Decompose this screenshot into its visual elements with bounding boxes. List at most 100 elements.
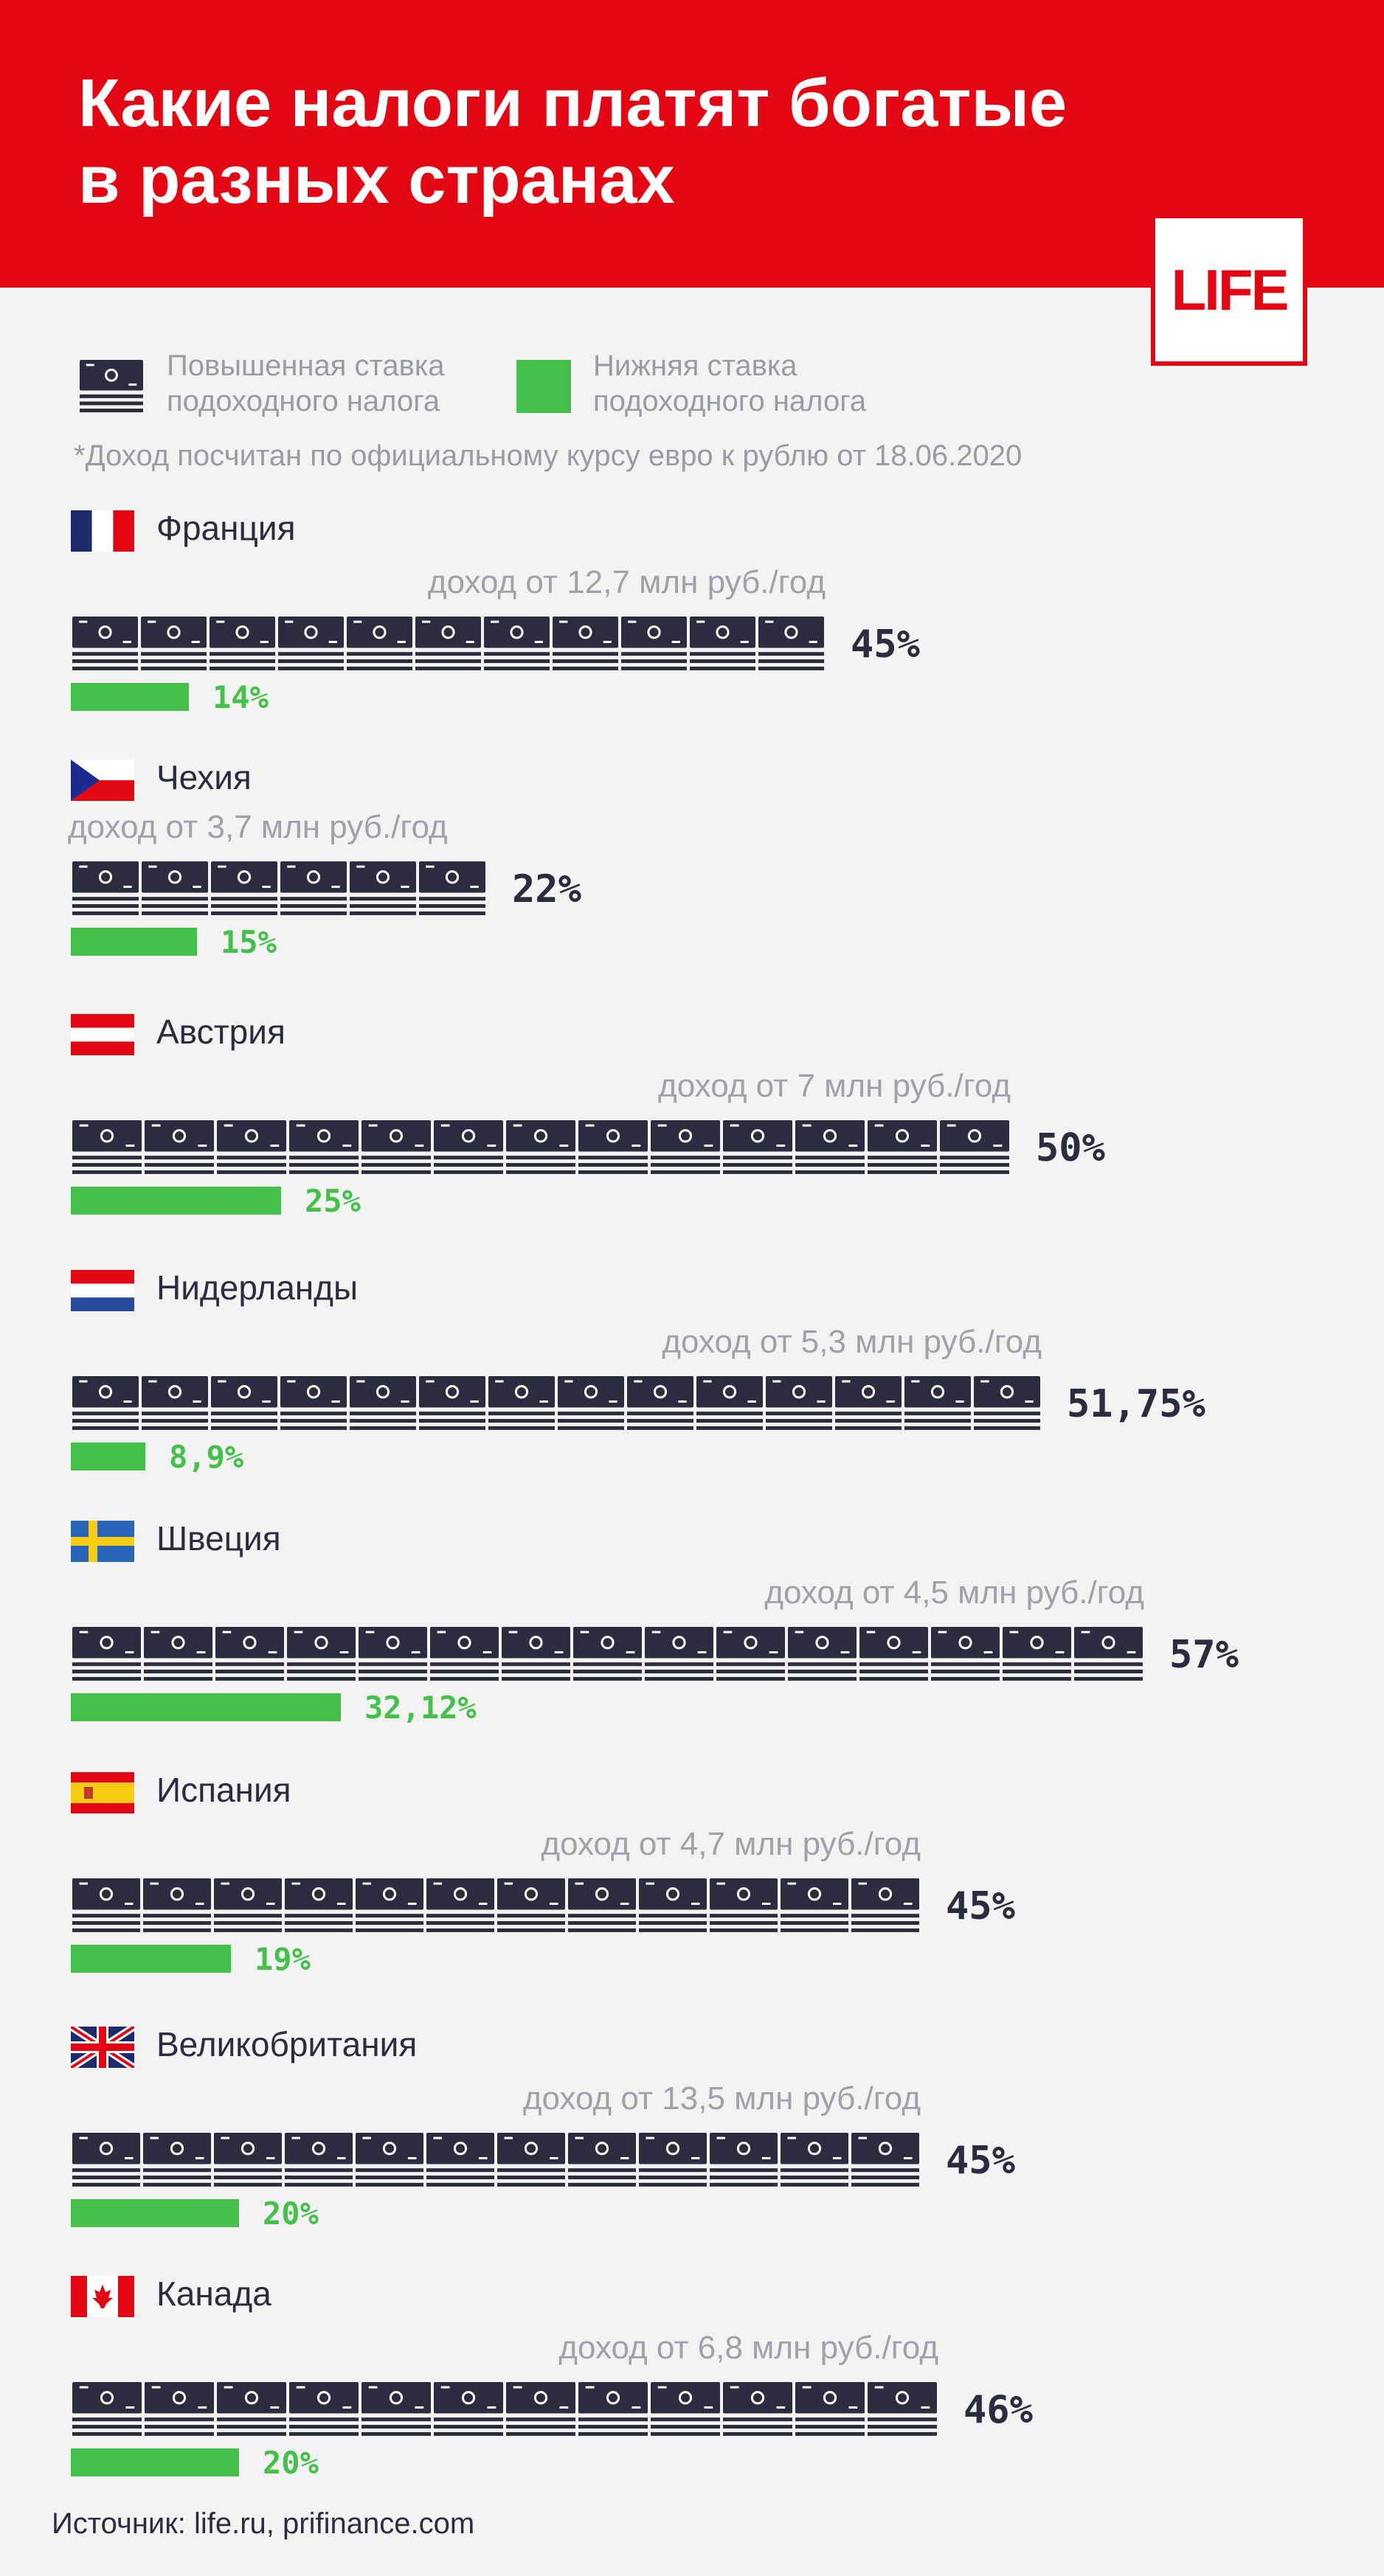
low-rate-bar (71, 1443, 145, 1471)
money-stack-icon (356, 1878, 423, 1932)
low-rate-value: 15% (221, 924, 277, 960)
country-name: Швеция (156, 1519, 281, 1558)
money-stack-icon (143, 2133, 211, 2187)
money-stack-icon (144, 1627, 212, 1681)
money-stack-icon (645, 1627, 713, 1681)
money-stack-icon (868, 1120, 937, 1174)
money-stack-icon (639, 1878, 707, 1932)
money-stack-icon (651, 1120, 720, 1174)
money-stack-icon (578, 1120, 648, 1174)
low-rate-bar (71, 928, 197, 956)
money-stack-icon (568, 2133, 636, 2187)
money-stack-icon (361, 1120, 431, 1174)
country-row: Австрия доход от 7 млн руб./год 50% 25% (71, 1013, 1325, 1250)
income-threshold-label: доход от 6,8 млн руб./год (558, 2330, 938, 2366)
logo-text: LIFE (1171, 257, 1290, 322)
money-stack-icon (72, 617, 138, 670)
money-stack-icon (851, 2133, 919, 2187)
money-stack-icon (484, 617, 550, 670)
low-rate-bar (71, 1693, 341, 1721)
country-row: Испания доход от 4,7 млн руб./год 45% 19% (71, 1771, 1325, 2008)
money-stack-icon (758, 617, 824, 670)
money-stack-icon (80, 360, 143, 413)
legend-green-swatch (516, 360, 571, 413)
high-rate-value: 57% (1169, 1633, 1239, 1677)
money-stack-icon (621, 617, 687, 670)
money-stack-icon (506, 1120, 575, 1174)
high-rate-money-bar (72, 2382, 937, 2436)
money-stack-icon (795, 2382, 865, 2436)
sweden-flag-icon (71, 1521, 134, 1562)
high-rate-money-bar (72, 1376, 1040, 1430)
money-stack-icon (434, 2382, 503, 2436)
money-stack-icon (72, 2133, 140, 2187)
money-stack-icon (214, 1878, 282, 1932)
income-threshold-label: доход от 5,3 млн руб./год (662, 1324, 1042, 1360)
money-stack-icon (280, 1376, 347, 1430)
money-stack-icon (835, 1376, 902, 1430)
low-rate-bar (71, 683, 189, 711)
high-rate-value: 51,75% (1067, 1382, 1205, 1426)
money-stack-icon (347, 617, 412, 670)
money-stack-icon (974, 1376, 1040, 1430)
income-threshold-label: доход от 4,5 млн руб./год (764, 1575, 1144, 1611)
canada-flag-icon (71, 2276, 134, 2317)
money-stack-icon (214, 2133, 282, 2187)
legend-low-label: Нижняя ставка подоходного налога (593, 350, 867, 417)
high-rate-value: 22% (512, 867, 581, 912)
money-stack-icon (553, 617, 618, 670)
money-stack-icon (361, 2382, 431, 2436)
money-stack-icon (627, 1376, 693, 1430)
money-stack-icon (506, 2382, 575, 2436)
legend-high-label: Повышенная ставка подоходного налога (167, 350, 445, 417)
low-rate-value: 25% (305, 1183, 361, 1219)
money-stack-icon (639, 2133, 707, 2187)
high-rate-money-bar (72, 1120, 1009, 1174)
country-name: Австрия (156, 1013, 286, 1051)
money-stack-icon (215, 1627, 284, 1681)
money-stack-icon (723, 1120, 792, 1174)
money-stack-icon (696, 1376, 763, 1430)
money-stack-icon (497, 2133, 565, 2187)
country-name: Франция (156, 509, 296, 547)
country-name: Канада (156, 2274, 271, 2313)
money-stack-icon (211, 861, 277, 915)
money-stack-icon (710, 1878, 778, 1932)
header-banner: Какие налоги платят богатые в разных стр… (0, 0, 1384, 288)
money-stack-icon (289, 1120, 359, 1174)
country-row: Франция доход от 12,7 млн руб./год 45% 14% (71, 509, 1325, 746)
money-stack-icon (141, 617, 207, 670)
low-rate-bar (71, 2448, 239, 2476)
money-stack-icon (502, 1627, 570, 1681)
money-stack-icon (72, 2382, 142, 2436)
low-rate-bar (71, 2199, 239, 2227)
high-rate-value: 45% (946, 1884, 1015, 1928)
country-row: Чехия доход от 3,7 млн руб./год 22% 15% (68, 758, 1325, 996)
high-rate-money-bar (72, 1627, 1143, 1681)
money-stack-icon (217, 1120, 286, 1174)
money-stack-icon (72, 1120, 142, 1174)
source-credit: Источник: life.ru, prifinance.com (52, 2507, 475, 2540)
money-stack-icon (280, 861, 347, 915)
country-row: Канада доход от 6,8 млн руб./год 46% 20% (71, 2274, 1325, 2512)
money-stack-icon (285, 1878, 353, 1932)
money-stack-icon (931, 1627, 1000, 1681)
high-rate-value: 50% (1036, 1126, 1105, 1170)
low-rate-value: 32,12% (364, 1690, 477, 1726)
money-stack-icon (285, 2133, 353, 2187)
money-stack-icon (278, 617, 344, 670)
money-stack-icon (1074, 1627, 1143, 1681)
money-stack-icon (716, 1627, 785, 1681)
money-stack-icon (851, 1878, 919, 1932)
money-stack-icon (788, 1627, 857, 1681)
money-stack-icon (904, 1376, 971, 1430)
money-stack-icon (766, 1376, 832, 1430)
money-stack-icon (426, 2133, 494, 2187)
income-threshold-label: доход от 3,7 млн руб./год (68, 809, 448, 845)
money-stack-icon (72, 1627, 141, 1681)
money-stack-icon (415, 617, 481, 670)
money-stack-icon (289, 2382, 359, 2436)
low-rate-bar (71, 1187, 281, 1215)
money-stack-icon (497, 1878, 565, 1932)
money-stack-icon (868, 2382, 937, 2436)
